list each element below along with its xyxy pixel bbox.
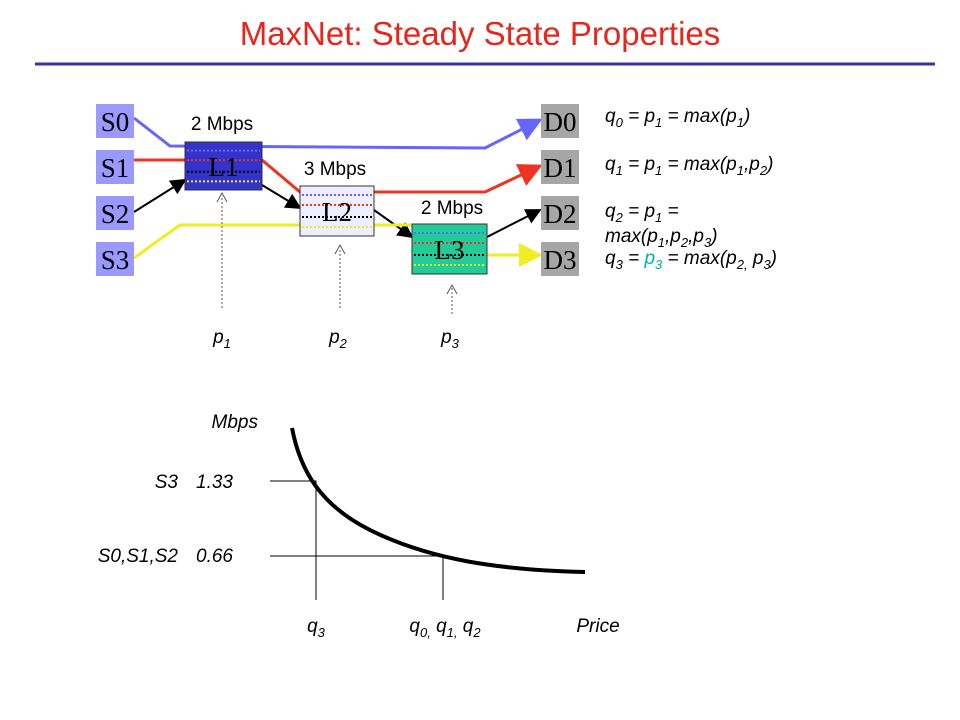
text-run: ,p	[744, 154, 760, 175]
text-run: = p	[623, 106, 655, 127]
source-label: S3	[101, 245, 130, 275]
level-flows: S0,S1,S2	[98, 546, 179, 567]
text-run: q	[605, 154, 616, 175]
text-run: 3	[704, 235, 712, 250]
graph-lines	[270, 427, 586, 600]
source-label: S2	[101, 199, 130, 229]
destination-box	[541, 104, 579, 138]
title: MaxNet: Steady State Properties	[240, 15, 721, 52]
source-label: S1	[101, 153, 130, 183]
equation: max(p1​,p2​,p3​)	[605, 226, 718, 250]
text-run: p	[212, 327, 224, 348]
text-run: 3	[318, 625, 326, 640]
text-run: 1	[655, 115, 662, 130]
destination-label: D1	[544, 153, 577, 183]
text-run: = max(p	[662, 248, 736, 269]
text-run: )	[709, 226, 717, 247]
text-run: 2	[472, 625, 481, 640]
equation: q2​ = p1​ =	[605, 201, 679, 225]
text-run: = p	[623, 154, 655, 175]
price-label: p2​	[328, 327, 348, 351]
source-box	[96, 150, 134, 184]
equation: q1​ = p1​ = max(p1​,p2​)	[605, 154, 773, 178]
destination-label: D3	[544, 245, 577, 275]
text-run: max(p	[605, 226, 658, 247]
level-flows: S3	[155, 472, 179, 493]
source-box	[96, 196, 134, 230]
text-run: ,p	[665, 226, 681, 247]
price-label: p1​	[212, 327, 231, 351]
text-run: ,p	[688, 226, 704, 247]
text-run: q	[605, 106, 616, 127]
y-axis-label: Mbps	[212, 412, 259, 433]
destination-label: D0	[544, 107, 577, 137]
text-run: 1	[658, 235, 665, 250]
text-run: 1	[616, 163, 623, 178]
text-run: = p	[623, 201, 655, 222]
x-mark-label: q0,​ q1,​ q2​	[409, 616, 481, 640]
x-axis-label: Price	[576, 616, 619, 637]
source-box	[96, 242, 134, 276]
text-run: 1	[655, 210, 662, 225]
text-run: 1	[224, 336, 231, 351]
text-run: 1	[655, 163, 662, 178]
destination-box	[541, 150, 579, 184]
text-run: p	[748, 248, 764, 269]
equation: q3​ = p3​ = max(p2,​ p3​)	[605, 248, 777, 272]
text-run: )	[769, 248, 777, 269]
price-label: p3​	[440, 327, 460, 351]
text-run: 3	[452, 336, 460, 351]
destination-box	[541, 242, 579, 276]
text-run: q	[605, 201, 616, 222]
text-run: q	[307, 616, 318, 637]
text-run: )	[742, 106, 750, 127]
text-run: q	[605, 248, 616, 269]
text-run: = max(p	[662, 106, 736, 127]
text-run: =	[623, 248, 645, 269]
link-capacity: 2 Mbps	[421, 198, 483, 219]
equation: q0​ = p1​ = max(p1​)	[605, 106, 750, 130]
text-run: 3	[763, 257, 771, 272]
link-label: L1	[209, 152, 239, 182]
x-mark-label: q3​	[307, 616, 326, 640]
destination-label: D2	[544, 199, 577, 229]
link-box	[299, 185, 375, 237]
link-label: L2	[322, 197, 352, 227]
text-run: 3	[616, 257, 624, 272]
text-run: 2	[759, 163, 768, 178]
text-run: 2	[339, 336, 348, 351]
source-label: S0	[101, 107, 130, 137]
text-run: 0,	[420, 625, 431, 640]
text-run: p	[440, 327, 452, 348]
link-capacity: 2 Mbps	[191, 114, 253, 135]
text-run: p	[643, 248, 655, 269]
link-capacity: 3 Mbps	[304, 159, 366, 180]
text-run: q	[409, 616, 420, 637]
text-run: 1,	[447, 625, 458, 640]
destination-box	[541, 196, 579, 230]
flows	[133, 116, 543, 267]
price-arrows	[216, 191, 458, 314]
text-run: 1	[737, 163, 744, 178]
level-rate: 1.33	[196, 472, 233, 493]
text-run: 2	[680, 235, 689, 250]
level-rate: 0.66	[196, 546, 233, 567]
text-run: = max(p	[662, 154, 736, 175]
text-run: )	[765, 154, 773, 175]
link-label: L3	[435, 235, 465, 265]
text-run: q	[458, 616, 474, 637]
text-run: =	[662, 201, 678, 222]
text-run: 0	[616, 115, 624, 130]
text-run: 1	[737, 115, 744, 130]
text-run: q	[431, 616, 447, 637]
text-run: 3	[655, 257, 663, 272]
text-run: 2	[615, 210, 624, 225]
text-run: 2,	[736, 257, 748, 272]
text-run: p	[328, 327, 340, 348]
source-box	[96, 104, 134, 138]
